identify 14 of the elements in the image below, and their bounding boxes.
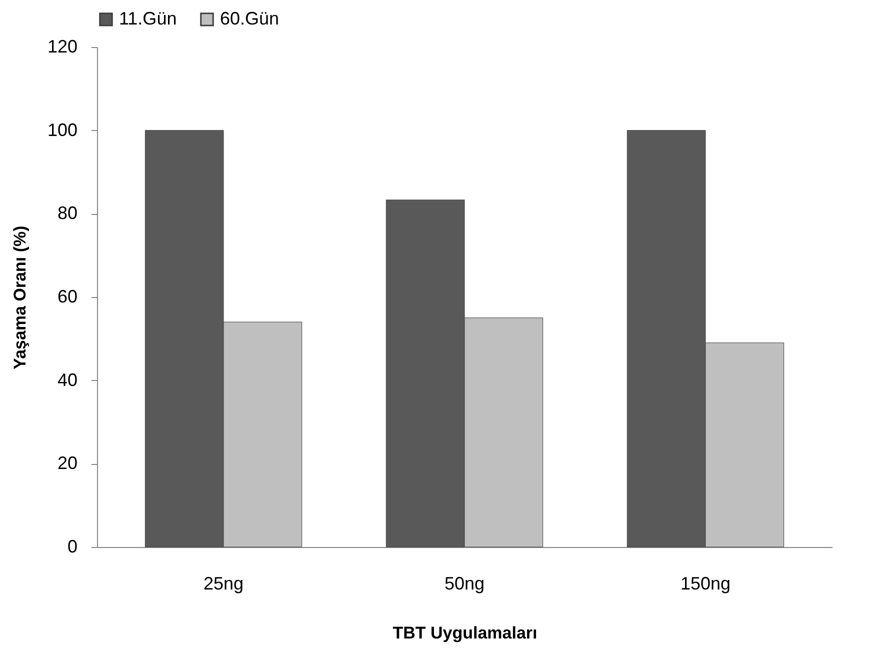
y-tick-label: 100 [47, 120, 78, 140]
y-tick-label: 20 [57, 453, 78, 474]
x-tick-label: 150ng [680, 574, 731, 594]
y-tick-label: 40 [57, 370, 78, 390]
y-axis-title: Yaşama Oranı (%) [10, 226, 30, 370]
legend-label: 11.Gün [119, 8, 177, 28]
y-tick-label: 80 [57, 203, 78, 224]
y-tick-label: 60 [57, 286, 78, 306]
y-tick-label: 120 [47, 36, 78, 56]
x-tick-label: 25ng [203, 574, 244, 594]
legend-label: 60.Gün [220, 8, 280, 28]
x-axis-title: TBT Uygulamaları [392, 624, 538, 642]
y-tick-label: 0 [67, 536, 78, 556]
x-tick-label: 50ng [444, 574, 485, 594]
